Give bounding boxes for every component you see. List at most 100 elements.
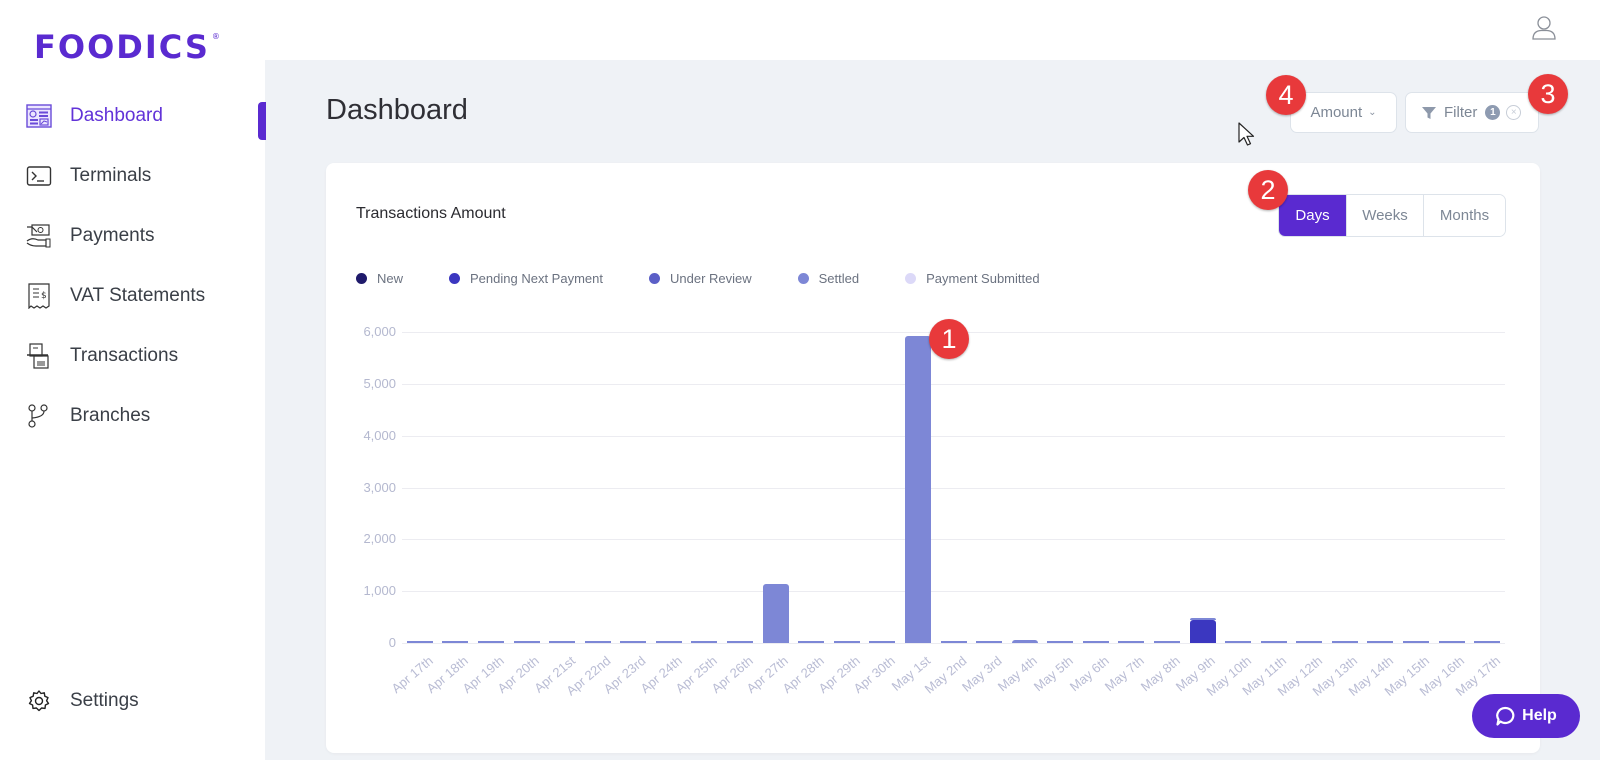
help-button[interactable]: Help	[1472, 694, 1580, 738]
chart-bar-empty[interactable]	[442, 641, 469, 643]
transactions-icon	[26, 343, 52, 369]
sidebar-item-label: Branches	[70, 405, 151, 426]
chart-bar-empty[interactable]	[727, 641, 754, 643]
tab-weeks[interactable]: Weeks	[1346, 195, 1423, 236]
filter-label: Filter	[1444, 104, 1478, 121]
legend-item[interactable]: Payment Submitted	[905, 271, 1040, 286]
sidebar-item-vat-statements[interactable]: $ VAT Statements	[26, 276, 256, 316]
chart-bar-empty[interactable]	[1082, 641, 1109, 643]
page-title: Dashboard	[326, 94, 468, 126]
chart-bar[interactable]	[1189, 618, 1216, 621]
y-axis-tick: 4,000	[363, 427, 396, 443]
chart-bar-empty[interactable]	[513, 641, 540, 643]
chart-bar-empty[interactable]	[1367, 641, 1394, 643]
chart-bar-empty[interactable]	[869, 641, 896, 643]
legend-item[interactable]: Under Review	[648, 271, 752, 286]
help-label: Help	[1522, 707, 1557, 724]
chart-bar-empty[interactable]	[1260, 641, 1287, 643]
card-title: Transactions Amount	[356, 205, 506, 222]
x-axis-tick: May 8th	[1137, 653, 1183, 695]
gridline	[402, 539, 1505, 541]
sidebar-item-label: VAT Statements	[70, 285, 206, 306]
chart-bar[interactable]	[762, 583, 789, 643]
sidebar-item-terminals[interactable]: Terminals	[26, 156, 256, 196]
sidebar-item-payments[interactable]: Payments	[26, 216, 256, 256]
chart-bar-empty[interactable]	[1153, 641, 1180, 643]
chart-bar-empty[interactable]	[1118, 641, 1145, 643]
gridline	[402, 591, 1505, 593]
chart-bar-empty[interactable]	[1225, 641, 1252, 643]
svg-text:$: $	[41, 291, 47, 301]
gridline	[402, 435, 1505, 437]
bar-chart: 0 1,000 2,000 3,000 4,000 5,000 6,000 Apr 17th A…	[326, 313, 1540, 753]
tab-months[interactable]: Months	[1423, 195, 1505, 236]
granularity-toggle: Days Weeks Months	[1278, 194, 1506, 237]
x-axis-tick: May 5th	[1030, 653, 1076, 695]
sidebar-item-label: Payments	[70, 225, 155, 246]
legend-dot-icon	[905, 273, 917, 284]
chart-bar-empty[interactable]	[976, 641, 1003, 643]
gridline	[402, 383, 1505, 385]
legend-label: Payment Submitted	[926, 271, 1040, 286]
legend-item[interactable]: Pending Next Payment	[449, 271, 603, 286]
mouse-cursor-icon	[1238, 122, 1256, 153]
chart-bar-empty[interactable]	[940, 641, 967, 643]
chart-bar-empty[interactable]	[1296, 641, 1323, 643]
chart-bar-empty[interactable]	[1331, 641, 1358, 643]
y-axis-tick: 2,000	[363, 531, 396, 547]
chart-legend: New Pending Next Payment Under Review Settl…	[356, 271, 1086, 286]
annotation-marker: 4	[1266, 75, 1306, 115]
chart-bar-empty[interactable]	[406, 641, 433, 643]
active-indicator	[258, 102, 266, 140]
chart-bar[interactable]	[1189, 620, 1216, 643]
amount-select[interactable]: Amount ⌄	[1290, 92, 1397, 133]
close-circle-icon[interactable]: ×	[1506, 105, 1522, 120]
chart-bar-empty[interactable]	[691, 641, 718, 643]
sidebar-item-branches[interactable]: Branches	[26, 396, 256, 436]
annotation-marker: 1	[929, 319, 969, 359]
gridline	[402, 643, 1505, 644]
legend-item[interactable]: Settled	[797, 271, 860, 286]
tab-days[interactable]: Days	[1279, 195, 1346, 236]
sidebar-item-settings[interactable]: Settings	[26, 681, 256, 721]
legend-dot-icon	[356, 273, 367, 284]
terminal-icon	[26, 163, 52, 189]
user-icon[interactable]	[1530, 14, 1558, 42]
y-axis-tick: 1,000	[363, 583, 396, 599]
chart-bar-empty[interactable]	[620, 641, 647, 643]
chart-bar-empty[interactable]	[1438, 641, 1465, 643]
chat-icon	[1496, 706, 1515, 726]
gear-icon	[26, 688, 52, 714]
sidebar-item-label: Dashboard	[70, 105, 163, 126]
x-axis-tick: May 4th	[995, 653, 1041, 695]
x-axis-tick: May 7th	[1101, 653, 1148, 695]
chevron-down-icon: ⌄	[1368, 107, 1377, 118]
chart-bar[interactable]	[1011, 639, 1038, 643]
chart-bar-empty[interactable]	[833, 641, 860, 643]
brand-name: FOODICS	[34, 28, 210, 66]
sidebar: FOODICS ® Dashboard Terminals Payments $ …	[0, 0, 266, 760]
chart-bar[interactable]	[904, 336, 931, 643]
annotation-marker: 2	[1248, 170, 1288, 210]
chart-bar-empty[interactable]	[1047, 641, 1074, 643]
legend-label: New	[377, 271, 404, 286]
dashboard-icon	[26, 103, 52, 129]
sidebar-item-transactions[interactable]: Transactions	[26, 336, 256, 376]
brand-logo[interactable]: FOODICS ®	[34, 28, 222, 66]
registered-mark: ®	[211, 32, 222, 41]
chart-bar-empty[interactable]	[655, 641, 682, 643]
chart-bar-empty[interactable]	[798, 641, 825, 643]
receipt-icon: $	[26, 283, 52, 309]
chart-bar-empty[interactable]	[477, 641, 504, 643]
topbar	[265, 0, 1600, 60]
legend-label: Under Review	[669, 271, 752, 286]
legend-label: Settled	[818, 271, 860, 286]
filter-button[interactable]: Filter 1 ×	[1405, 92, 1539, 133]
legend-item[interactable]: New	[356, 271, 403, 286]
sidebar-item-label: Transactions	[70, 345, 179, 366]
chart-bar-empty[interactable]	[584, 641, 611, 643]
sidebar-item-dashboard[interactable]: Dashboard	[26, 96, 256, 136]
chart-bar-empty[interactable]	[549, 641, 576, 643]
chart-bar-empty[interactable]	[1474, 641, 1501, 643]
chart-bar-empty[interactable]	[1403, 641, 1430, 643]
